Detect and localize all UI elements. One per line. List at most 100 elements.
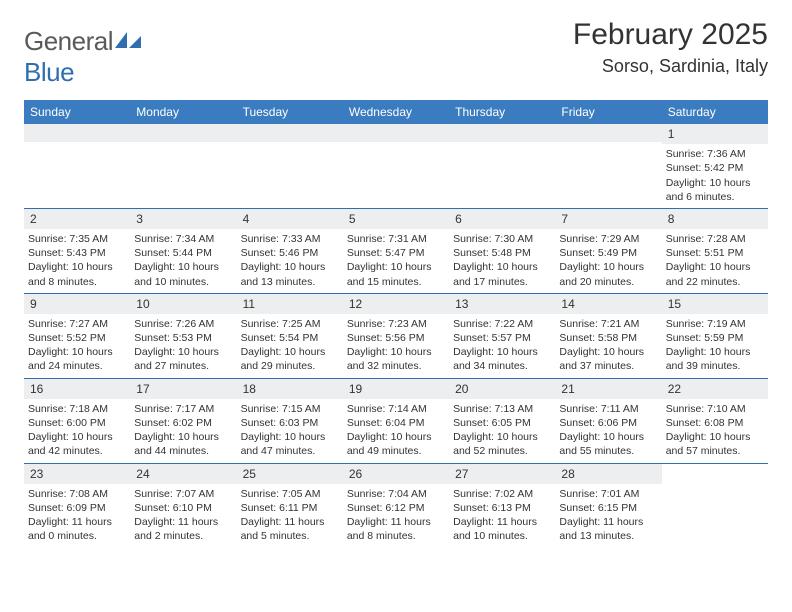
day-cell: 19Sunrise: 7:14 AMSunset: 6:04 PMDayligh… (343, 379, 449, 463)
day-cell: 13Sunrise: 7:22 AMSunset: 5:57 PMDayligh… (449, 294, 555, 378)
sunrise-text: Sunrise: 7:19 AM (666, 317, 764, 331)
sunset-text: Sunset: 6:08 PM (666, 416, 764, 430)
day-cell: 8Sunrise: 7:28 AMSunset: 5:51 PMDaylight… (662, 209, 768, 293)
weeks-container: 1 Sunrise: 7:36 AMSunset: 5:42 PM Daylight… (24, 124, 768, 547)
day-header-mon: Monday (130, 100, 236, 124)
sunset-text: Sunset: 5:58 PM (559, 331, 657, 345)
daylight2-text: and 22 minutes. (666, 275, 764, 289)
day-number: 1 (662, 124, 768, 144)
day-cell (662, 464, 768, 548)
daylight2-text: and 47 minutes. (241, 444, 339, 458)
sunset-text: Sunset: 6:09 PM (28, 501, 126, 515)
sunrise-text: Sunrise: 7:36 AM (666, 147, 764, 161)
sunrise-text: Sunrise: 7:04 AM (347, 487, 445, 501)
day-cell: 9Sunrise: 7:27 AMSunset: 5:52 PMDaylight… (24, 294, 130, 378)
daylight1-text: Daylight: 10 hours (28, 430, 126, 444)
daylight2-text: and 34 minutes. (453, 359, 551, 373)
sunrise-text: Sunrise: 7:18 AM (28, 402, 126, 416)
sunrise-text: Sunrise: 7:29 AM (559, 232, 657, 246)
daylight1-text: Daylight: 11 hours (559, 515, 657, 529)
day-cell: 7Sunrise: 7:29 AMSunset: 5:49 PMDaylight… (555, 209, 661, 293)
daylight1-text: Daylight: 10 hours (241, 345, 339, 359)
day-cell: 6Sunrise: 7:30 AMSunset: 5:48 PMDaylight… (449, 209, 555, 293)
sunset-text: Sunset: 5:48 PM (453, 246, 551, 260)
logo: GeneralBlue (24, 26, 141, 88)
sunset-text: Sunset: 6:12 PM (347, 501, 445, 515)
sunset-text: Sunset: 6:10 PM (134, 501, 232, 515)
daylight2-text: and 5 minutes. (241, 529, 339, 543)
day-cell: 16Sunrise: 7:18 AMSunset: 6:00 PMDayligh… (24, 379, 130, 463)
daylight1-text: Daylight: 10 hours (28, 345, 126, 359)
daylight1-text: Daylight: 10 hours (134, 260, 232, 274)
daylight1-text: Daylight: 10 hours (559, 430, 657, 444)
logo-sail-icon (115, 32, 141, 50)
day-header-sun: Sunday (24, 100, 130, 124)
day-number (130, 124, 236, 142)
sunset-text: Sunset: 6:15 PM (559, 501, 657, 515)
sunrise-text: Sunrise: 7:27 AM (28, 317, 126, 331)
day-cell: 23Sunrise: 7:08 AMSunset: 6:09 PMDayligh… (24, 464, 130, 548)
sunrise-text: Sunrise: 7:34 AM (134, 232, 232, 246)
day-cell: 24Sunrise: 7:07 AMSunset: 6:10 PMDayligh… (130, 464, 236, 548)
week-row: 9Sunrise: 7:27 AMSunset: 5:52 PMDaylight… (24, 293, 768, 378)
day-number (237, 124, 343, 142)
day-number: 25 (237, 464, 343, 484)
sunset-text: Sunset: 5:46 PM (241, 246, 339, 260)
day-header-sat: Saturday (662, 100, 768, 124)
sunset-text: Sunset: 6:13 PM (453, 501, 551, 515)
sunrise-text: Sunrise: 7:11 AM (559, 402, 657, 416)
sunrise-text: Sunrise: 7:30 AM (453, 232, 551, 246)
daylight1-text: Daylight: 10 hours (134, 430, 232, 444)
sunset-text: Sunset: 5:42 PM (666, 161, 764, 175)
day-number: 10 (130, 294, 236, 314)
daylight2-text: and 8 minutes. (347, 529, 445, 543)
day-number: 5 (343, 209, 449, 229)
day-number: 13 (449, 294, 555, 314)
day-header-wed: Wednesday (343, 100, 449, 124)
day-number: 2 (24, 209, 130, 229)
daylight2-text: and 44 minutes. (134, 444, 232, 458)
day-number: 15 (662, 294, 768, 314)
daylight1-text: Daylight: 11 hours (347, 515, 445, 529)
sunset-text: Sunset: 5:44 PM (134, 246, 232, 260)
day-number: 8 (662, 209, 768, 229)
sunset-text: Sunset: 5:51 PM (666, 246, 764, 260)
sunrise-text: Sunrise: 7:23 AM (347, 317, 445, 331)
day-cell: 20Sunrise: 7:13 AMSunset: 6:05 PMDayligh… (449, 379, 555, 463)
daylight2-text: and 42 minutes. (28, 444, 126, 458)
sunrise-text: Sunrise: 7:22 AM (453, 317, 551, 331)
sunset-text: Sunset: 6:05 PM (453, 416, 551, 430)
day-number: 20 (449, 379, 555, 399)
daylight2-text: and 55 minutes. (559, 444, 657, 458)
daylight1-text: Daylight: 10 hours (559, 260, 657, 274)
sunset-text: Sunset: 5:54 PM (241, 331, 339, 345)
day-cell: 2Sunrise: 7:35 AMSunset: 5:43 PMDaylight… (24, 209, 130, 293)
sunrise-text: Sunrise: 7:25 AM (241, 317, 339, 331)
daylight1-text: Daylight: 11 hours (134, 515, 232, 529)
daylight2-text: and 39 minutes. (666, 359, 764, 373)
daylight2-text: and 8 minutes. (28, 275, 126, 289)
sunrise-text: Sunrise: 7:17 AM (134, 402, 232, 416)
logo-text-1: General (24, 26, 113, 56)
day-number: 6 (449, 209, 555, 229)
day-number: 11 (237, 294, 343, 314)
day-cell (449, 124, 555, 208)
daylight2-text: and 6 minutes. (666, 190, 764, 204)
day-cell: 25Sunrise: 7:05 AMSunset: 6:11 PMDayligh… (237, 464, 343, 548)
week-row: 16Sunrise: 7:18 AMSunset: 6:00 PMDayligh… (24, 378, 768, 463)
daylight2-text: and 27 minutes. (134, 359, 232, 373)
week-row: 1Sunrise: 7:36 AMSunset: 5:42 PMDaylight… (24, 124, 768, 208)
day-cell (24, 124, 130, 208)
sunset-text: Sunset: 6:00 PM (28, 416, 126, 430)
sunrise-text: Sunrise: 7:33 AM (241, 232, 339, 246)
day-cell: 15Sunrise: 7:19 AMSunset: 5:59 PMDayligh… (662, 294, 768, 378)
daylight2-text: and 52 minutes. (453, 444, 551, 458)
daylight1-text: Daylight: 10 hours (241, 260, 339, 274)
sunrise-text: Sunrise: 7:28 AM (666, 232, 764, 246)
day-number: 22 (662, 379, 768, 399)
sunset-text: Sunset: 6:11 PM (241, 501, 339, 515)
week-row: 23Sunrise: 7:08 AMSunset: 6:09 PMDayligh… (24, 463, 768, 548)
daylight2-text: and 49 minutes. (347, 444, 445, 458)
daylight2-text: and 13 minutes. (241, 275, 339, 289)
day-cell: 1Sunrise: 7:36 AMSunset: 5:42 PMDaylight… (662, 124, 768, 208)
